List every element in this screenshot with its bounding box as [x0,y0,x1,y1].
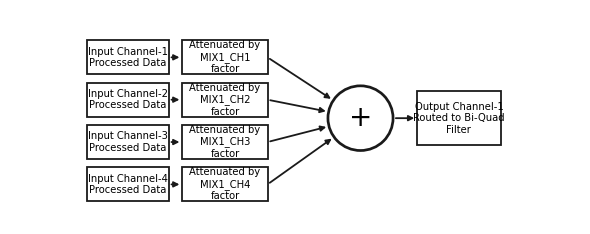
Text: Input Channel-4
Processed Data: Input Channel-4 Processed Data [88,174,168,195]
Bar [417,91,501,145]
Text: Input Channel-1
Processed Data: Input Channel-1 Processed Data [88,47,168,68]
Bar [182,125,267,159]
Bar [87,83,169,117]
Bar [87,125,169,159]
Text: Attenuated by
MIX1_CH2
factor: Attenuated by MIX1_CH2 factor [189,83,260,117]
Text: Attenuated by
MIX1_CH3
factor: Attenuated by MIX1_CH3 factor [189,125,260,159]
Text: +: + [349,104,372,132]
Text: Attenuated by
MIX1_CH4
factor: Attenuated by MIX1_CH4 factor [189,167,260,201]
Circle shape [328,86,393,150]
Bar [182,83,267,117]
Bar [182,168,267,201]
Text: Input Channel-2
Processed Data: Input Channel-2 Processed Data [88,89,168,110]
Bar [87,40,169,74]
Text: Input Channel-3
Processed Data: Input Channel-3 Processed Data [88,131,168,153]
Bar [182,40,267,74]
Text: Attenuated by
MIX1_CH1
factor: Attenuated by MIX1_CH1 factor [189,40,260,74]
Text: Output Channel-1
Routed to Bi-Quad
Filter: Output Channel-1 Routed to Bi-Quad Filte… [413,102,504,135]
Bar [87,168,169,201]
